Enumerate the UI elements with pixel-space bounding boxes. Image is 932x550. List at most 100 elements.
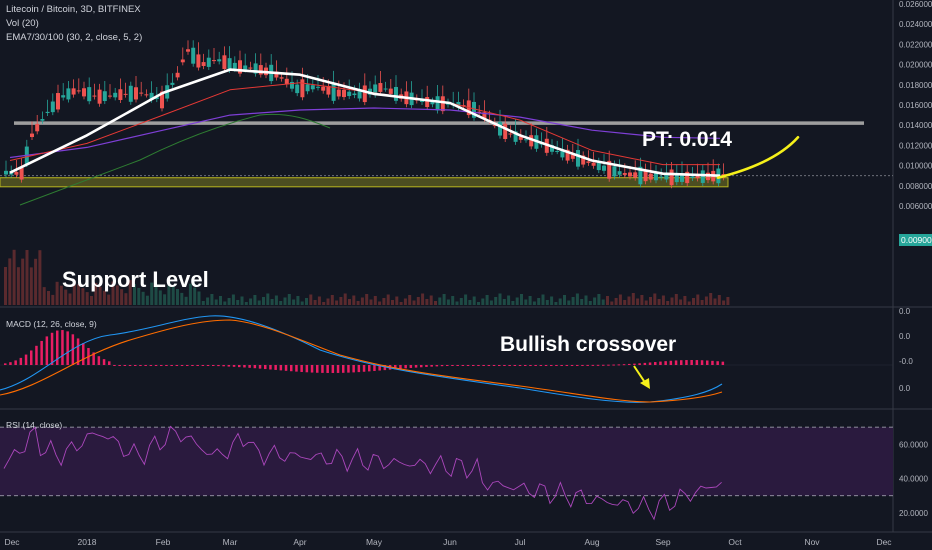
- candle-body: [638, 166, 643, 185]
- candle-body: [492, 125, 497, 127]
- volume-bar: [270, 299, 274, 305]
- volume-bar: [614, 298, 618, 305]
- macd-histogram-bar: [482, 365, 485, 366]
- volume-bar: [653, 293, 657, 305]
- candle-body: [154, 97, 159, 100]
- volume-bar: [683, 296, 687, 305]
- volume-bar: [176, 289, 179, 305]
- macd-histogram-bar: [607, 364, 610, 366]
- volume-bar: [704, 296, 708, 305]
- candle-body: [570, 154, 575, 159]
- volume-bar: [107, 294, 111, 305]
- candle-body: [248, 67, 253, 69]
- volume-bar: [171, 285, 175, 305]
- candle-body: [461, 105, 466, 107]
- volume-bar: [184, 296, 188, 305]
- candle-body: [134, 87, 138, 100]
- symbol-title: Litecoin / Bitcoin, 3D, BITFINEX: [6, 4, 141, 15]
- projection-curve: [716, 136, 800, 179]
- volume-bar: [446, 299, 450, 305]
- volume-bar: [25, 250, 29, 305]
- macd-histogram-bar: [425, 365, 428, 367]
- macd-histogram-bar: [659, 361, 662, 365]
- volume-bar: [296, 296, 300, 305]
- volume-bar: [644, 300, 648, 305]
- macd-histogram-bar: [716, 361, 719, 365]
- price-tick-label: 0.014000: [899, 121, 932, 130]
- volume-bar: [188, 283, 192, 305]
- volume-bar: [459, 298, 463, 305]
- price-target-label: PT: 0.014: [642, 128, 732, 151]
- volume-bar: [541, 294, 545, 305]
- candle-body: [674, 172, 679, 183]
- volume-bar: [163, 294, 167, 305]
- macd-histogram-bar: [695, 360, 699, 365]
- time-tick-label: Jun: [443, 537, 457, 547]
- volume-bar: [498, 293, 502, 305]
- volume-bar: [507, 295, 511, 305]
- candle-body: [477, 111, 482, 113]
- candle-body: [30, 133, 34, 138]
- volume-bar: [72, 280, 76, 305]
- volume-bar: [481, 298, 485, 305]
- candle-body: [586, 161, 591, 163]
- candle-body: [612, 166, 617, 177]
- volume-bar: [317, 296, 321, 305]
- price-tick-label: 0.016000: [899, 101, 932, 110]
- macd-histogram-bar: [721, 361, 725, 365]
- macd-histogram-bar: [258, 365, 262, 369]
- volume-bar: [59, 285, 63, 305]
- candle-body: [435, 96, 440, 111]
- candle-body: [440, 96, 445, 112]
- volume-bar: [283, 297, 287, 305]
- macd-histogram-bar: [565, 364, 569, 366]
- macd-histogram-bar: [643, 362, 647, 365]
- macd-histogram-bar: [19, 357, 23, 365]
- candle-body: [196, 54, 201, 68]
- volume-bar: [279, 301, 283, 305]
- candle-body: [300, 79, 305, 98]
- volume-bar: [266, 293, 270, 305]
- macd-histogram-bar: [45, 336, 49, 365]
- volume-bar: [726, 297, 730, 305]
- candle-body: [622, 173, 627, 175]
- candle-body: [394, 86, 398, 101]
- volume-bar: [339, 297, 343, 305]
- rsi-tick-label: 20.0000: [899, 509, 928, 518]
- macd-histogram-bar: [134, 365, 137, 366]
- volume-bar: [244, 302, 248, 305]
- macd-histogram-bar: [612, 364, 615, 366]
- macd-histogram-bar: [518, 365, 522, 366]
- price-tick-label: 0.012000: [899, 141, 932, 150]
- macd-histogram-bar: [9, 362, 12, 365]
- volume-bar: [201, 301, 205, 305]
- candle-body: [108, 95, 112, 97]
- macd-histogram-bar: [654, 362, 657, 365]
- volume-bar: [532, 301, 536, 305]
- macd-histogram-bar: [555, 364, 558, 366]
- macd-histogram-bar: [617, 364, 621, 366]
- macd-histogram-bar: [414, 365, 418, 368]
- candle-body: [118, 89, 123, 101]
- volume-bar: [575, 293, 579, 305]
- candle-body: [362, 85, 367, 103]
- volume-bar: [373, 296, 377, 305]
- macd-line: [0, 315, 723, 403]
- candle-body: [383, 88, 388, 90]
- candle-body: [664, 174, 669, 180]
- candle-body: [97, 89, 102, 104]
- volume-bar: [485, 295, 489, 305]
- candle-body: [170, 82, 175, 85]
- volume-bar: [489, 300, 493, 305]
- volume-bar: [520, 294, 523, 305]
- macd-histogram-bar: [404, 365, 407, 369]
- candle-body: [232, 62, 237, 69]
- time-tick-label: Aug: [584, 537, 599, 547]
- volume-bar: [631, 293, 635, 305]
- volume-bar: [47, 291, 50, 305]
- volume-bar: [623, 300, 627, 305]
- volume-bar: [674, 294, 678, 305]
- volume-bar: [115, 285, 119, 305]
- macd-histogram-bar: [92, 352, 95, 365]
- volume-bar: [502, 299, 506, 305]
